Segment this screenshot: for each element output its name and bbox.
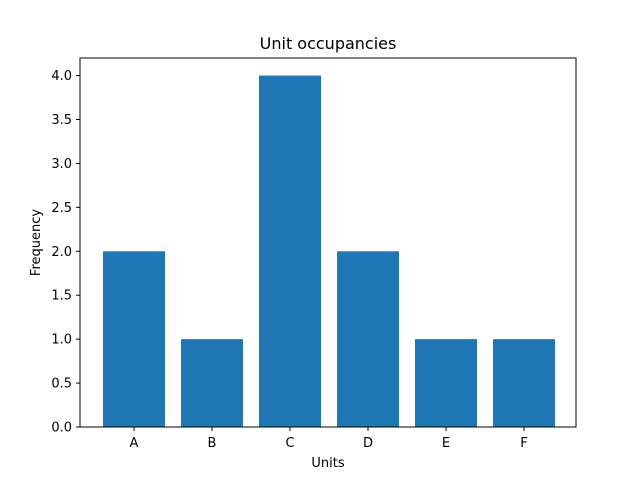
x-tick-label-c: C [285, 436, 294, 451]
x-tick-label-e: E [442, 436, 450, 451]
y-tick-label-0: 0.0 [51, 421, 72, 436]
y-tick-label-2: 1.0 [51, 333, 72, 348]
y-axis-ticks: 0.0 0.5 1.0 1.5 2.0 2.5 3.0 3.5 4.0 [51, 69, 80, 436]
y-tick-label-7: 3.5 [51, 113, 72, 128]
chart-title: Unit occupancies [260, 34, 397, 53]
y-tick-label-8: 4.0 [51, 69, 72, 84]
bar-e [415, 339, 477, 427]
x-tick-label-b: B [208, 436, 217, 451]
y-tick-label-6: 3.0 [51, 157, 72, 172]
bar-f [493, 339, 555, 427]
x-axis-ticks: A B C D E F [130, 427, 528, 451]
x-tick-label-f: F [520, 436, 527, 451]
y-tick-label-5: 2.5 [51, 201, 72, 216]
bars-group [103, 75, 555, 428]
bar-d [337, 251, 399, 427]
plot-area-frame [79, 57, 577, 428]
y-tick-label-4: 2.0 [51, 245, 72, 260]
bar-b [181, 339, 243, 427]
y-axis-label: Frequency [29, 209, 44, 276]
y-tick-label-3: 1.5 [51, 289, 72, 304]
x-tick-label-d: D [363, 436, 373, 451]
y-tick-label-1: 0.5 [51, 377, 72, 392]
x-tick-label-a: A [130, 436, 139, 451]
bar-c [259, 75, 321, 428]
bar-a [103, 251, 165, 427]
x-axis-label: Units [311, 456, 344, 471]
